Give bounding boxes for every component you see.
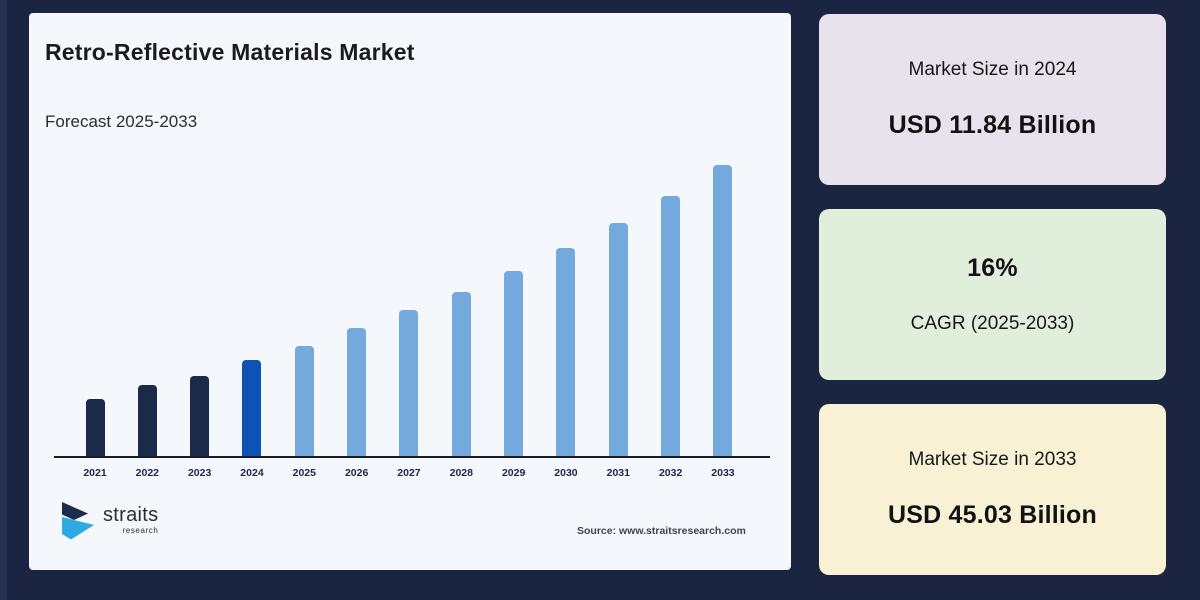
- x-tick-2022: 2022: [135, 467, 159, 479]
- logo-sub-text: research: [122, 526, 159, 535]
- source-attribution: Source: www.straitsresearch.com: [577, 525, 746, 537]
- chart-card: Retro-Reflective Materials Market Foreca…: [29, 13, 791, 570]
- bar-2025: [294, 346, 314, 456]
- x-tick-2031: 2031: [606, 467, 630, 479]
- bar-2023: [190, 376, 210, 456]
- stat-panel-cagr: 16% CAGR (2025-2033): [819, 209, 1166, 380]
- straits-arrow-icon: [56, 497, 100, 550]
- bar-2029: [504, 271, 524, 456]
- bar-2024: [242, 360, 262, 456]
- bar-2026: [347, 328, 367, 456]
- x-tick-2032: 2032: [658, 467, 683, 479]
- bar-chart: 2021 2022 2023 2024 2025 2026 2027 2028 2029 2030…: [29, 150, 791, 479]
- bar-2033: [713, 165, 733, 456]
- logo-brand-text: straits: [103, 504, 159, 526]
- stat-label: Market Size in 2033: [908, 449, 1077, 470]
- straits-research-logo: straits research: [56, 497, 158, 550]
- bar-2022: [137, 385, 157, 456]
- window-edge-strip: [0, 0, 7, 600]
- stat-value: USD 45.03 Billion: [887, 501, 1097, 529]
- stat-label: CAGR (2025-2033): [910, 313, 1075, 334]
- bar-2030: [556, 248, 576, 456]
- chart-title: Retro-Reflective Materials Market: [45, 39, 415, 65]
- bar-2021: [85, 399, 105, 456]
- stat-value: USD 11.84 Billion: [888, 111, 1097, 139]
- x-tick-2028: 2028: [449, 467, 473, 479]
- stat-label: Market Size in 2024: [908, 59, 1077, 80]
- x-tick-2024: 2024: [240, 467, 264, 479]
- stat-panel-market-size-2024: Market Size in 2024 USD 11.84 Billion: [819, 14, 1166, 185]
- stat-panel-market-size-2033: Market Size in 2033 USD 45.03 Billion: [819, 404, 1166, 575]
- x-tick-2029: 2029: [501, 467, 526, 479]
- x-tick-2030: 2030: [554, 467, 578, 479]
- stat-panels: Market Size in 2024 USD 11.84 Billion 16…: [819, 0, 1166, 600]
- bar-2028: [451, 292, 471, 456]
- x-tick-2026: 2026: [344, 467, 369, 479]
- x-tick-2023: 2023: [187, 467, 212, 479]
- x-tick-2027: 2027: [397, 467, 421, 479]
- x-axis-line: [54, 456, 770, 458]
- bar-2032: [661, 196, 681, 456]
- logo-text: straits research: [103, 505, 158, 535]
- bar-2031: [608, 223, 628, 456]
- stat-value: 16%: [967, 254, 1018, 282]
- x-tick-2033: 2033: [711, 467, 735, 479]
- x-tick-2025: 2025: [292, 467, 316, 479]
- x-tick-2021: 2021: [83, 467, 107, 479]
- chart-subtitle: Forecast 2025-2033: [45, 112, 198, 131]
- bar-2027: [399, 310, 419, 456]
